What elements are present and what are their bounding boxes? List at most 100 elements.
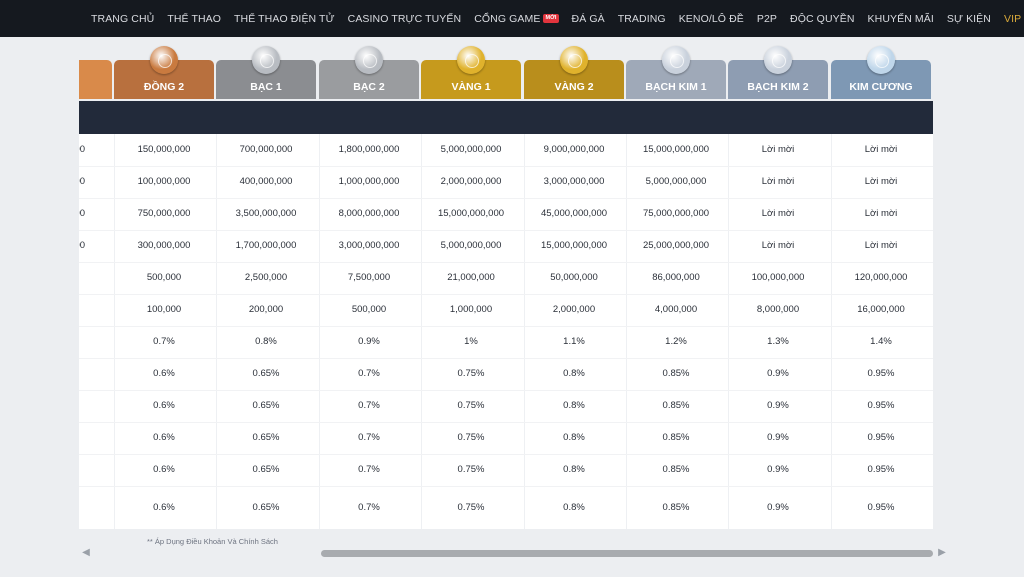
nav-label: THỂ THAO: [167, 12, 222, 25]
table-cell: 0.7%: [358, 464, 380, 475]
table-cell: 50,000,000: [550, 272, 598, 283]
nav-trading[interactable]: TRADING: [618, 13, 666, 25]
table-cell: 8,000,000: [756, 304, 800, 315]
table-cell: 0.8%: [563, 464, 585, 475]
arrow-left-icon[interactable]: ◀: [82, 547, 90, 558]
tier-name: VÀNG 2: [554, 81, 594, 93]
table-cell: 0.6%: [153, 432, 175, 443]
table-cell: 3,000,000,000: [338, 240, 400, 251]
column-separator: [421, 134, 422, 529]
table-cell: 1.2%: [665, 336, 687, 347]
nav-list: TRANG CHỦ THỂ THAO THỂ THAO ĐIỆN TỬ CASINO …: [91, 0, 1021, 37]
nav-events[interactable]: SỰ KIỆN: [947, 13, 991, 25]
table-cell: 000: [79, 208, 85, 219]
table-cell: 0.7%: [153, 336, 175, 347]
nav-label: THỂ THAO ĐIỆN TỬ: [234, 12, 335, 25]
table-cell: Lời mời: [864, 144, 898, 155]
nav-label: TRANG CHỦ: [91, 12, 155, 25]
nav-vip[interactable]: VIP: [1004, 13, 1021, 25]
table-cell: Lời mời: [761, 176, 795, 187]
nav-esports[interactable]: THỂ THAO ĐIỆN TỬ: [234, 13, 335, 25]
table-cell: 0.75%: [457, 432, 485, 443]
table-cell: 0.85%: [662, 432, 690, 443]
column-separator: [626, 134, 627, 529]
nav-p2p[interactable]: P2P: [757, 13, 777, 25]
table-cell: 3,500,000,000: [235, 208, 297, 219]
table-cell: Lời mời: [864, 208, 898, 219]
table-cell: 1,000,000,000: [338, 176, 400, 187]
table-cell: Lời mời: [761, 208, 795, 219]
table-cell: 0.8%: [563, 432, 585, 443]
tier-header-9: KIM CƯƠNG: [831, 46, 931, 137]
table-cell: 0.8%: [255, 336, 277, 347]
nav-game-portal[interactable]: CỔNG GAME MỚI: [474, 13, 559, 25]
table-cell: 1,700,000,000: [235, 240, 297, 251]
table-cell: 0.95%: [867, 400, 895, 411]
table-cell: 1.4%: [870, 336, 892, 347]
medal-platinum-icon: [764, 46, 792, 74]
table-cell: 8,000,000,000: [338, 208, 400, 219]
table-cell: 1.1%: [563, 336, 585, 347]
table-cell: 0.9%: [358, 336, 380, 347]
table-cell: 0.75%: [457, 464, 485, 475]
nav-home[interactable]: TRANG CHỦ: [91, 13, 154, 25]
tier-header-8: BẠCH KIM 2: [728, 46, 828, 137]
table-cell: 0.9%: [767, 400, 789, 411]
nav-promotions[interactable]: KHUYẾN MÃI: [868, 13, 934, 25]
scroll-thumb[interactable]: [321, 550, 933, 557]
nav-live-casino[interactable]: CASINO TRỰC TUYẾN: [348, 13, 462, 25]
table-cell: 0.65%: [252, 501, 280, 513]
table-cell: 4,000,000: [654, 304, 698, 315]
table-cell: 0.65%: [252, 368, 280, 379]
table-cell: 0.7%: [358, 400, 380, 411]
tier-name: KIM CƯƠNG: [849, 81, 913, 93]
table-section-bar: [79, 101, 933, 134]
table-cell: 0.65%: [252, 400, 280, 411]
nav-exclusive[interactable]: ĐỘC QUYỀN: [790, 13, 855, 25]
tier-name: BẠC 1: [250, 81, 282, 93]
table-cell: 150,000,000: [137, 144, 191, 155]
medal-gold-icon: [560, 46, 588, 74]
table-cell: 25,000,000,000: [642, 240, 710, 251]
nav-label: CASINO TRỰC TUYẾN: [347, 12, 462, 25]
table-cell: 00: [79, 144, 85, 155]
row-divider: [79, 358, 933, 359]
table-cell: 500,000: [146, 272, 182, 283]
table-cell: 300,000,000: [137, 240, 191, 251]
row-divider: [79, 198, 933, 199]
table-cell: 5,000,000,000: [645, 176, 707, 187]
nav-keno-lottery[interactable]: KENO/LÔ ĐỀ: [679, 13, 744, 25]
row-divider: [79, 230, 933, 231]
table-cell: 100,000: [146, 304, 182, 315]
table-cell: 0.8%: [563, 368, 585, 379]
tier-header-7: BẠCH KIM 1: [626, 46, 726, 137]
table-cell: 0.75%: [457, 501, 485, 513]
horizontal-scrollbar[interactable]: ◀ ▶: [81, 546, 947, 560]
table-cell: Lời mời: [761, 240, 795, 251]
terms-note: ** Áp Dụng Điều Khoản Và Chính Sách: [147, 537, 278, 546]
nav-label: KENO/LÔ ĐỀ: [678, 12, 744, 25]
column-separator: [728, 134, 729, 529]
table-cell: 1%: [464, 336, 478, 347]
tier-name: ĐỒNG 2: [143, 81, 185, 93]
table-cell: 200,000: [248, 304, 284, 315]
table-cell: 0.95%: [867, 501, 895, 513]
table-cell: 500,000: [351, 304, 387, 315]
arrow-right-icon[interactable]: ▶: [938, 547, 946, 558]
tier-header-3: BẠC 1: [216, 46, 316, 137]
table-cell: 9,000,000,000: [543, 144, 605, 155]
row-divider: [79, 454, 933, 455]
table-cell: 0.9%: [767, 464, 789, 475]
table-cell: 0.85%: [662, 400, 690, 411]
table-cell: 0.6%: [153, 464, 175, 475]
row-divider: [79, 326, 933, 327]
tier-header-5: VÀNG 1: [421, 46, 521, 137]
medal-diamond-icon: [867, 46, 895, 74]
scroll-track[interactable]: [95, 550, 933, 557]
nav-cockfight[interactable]: ĐÁ GÀ: [572, 13, 605, 25]
medal-gold-icon: [457, 46, 485, 74]
tier-name: BẠCH KIM 2: [747, 81, 809, 93]
table-cell: 7,500,000: [347, 272, 391, 283]
nav-sports[interactable]: THỂ THAO: [167, 13, 221, 25]
row-divider: [79, 294, 933, 295]
